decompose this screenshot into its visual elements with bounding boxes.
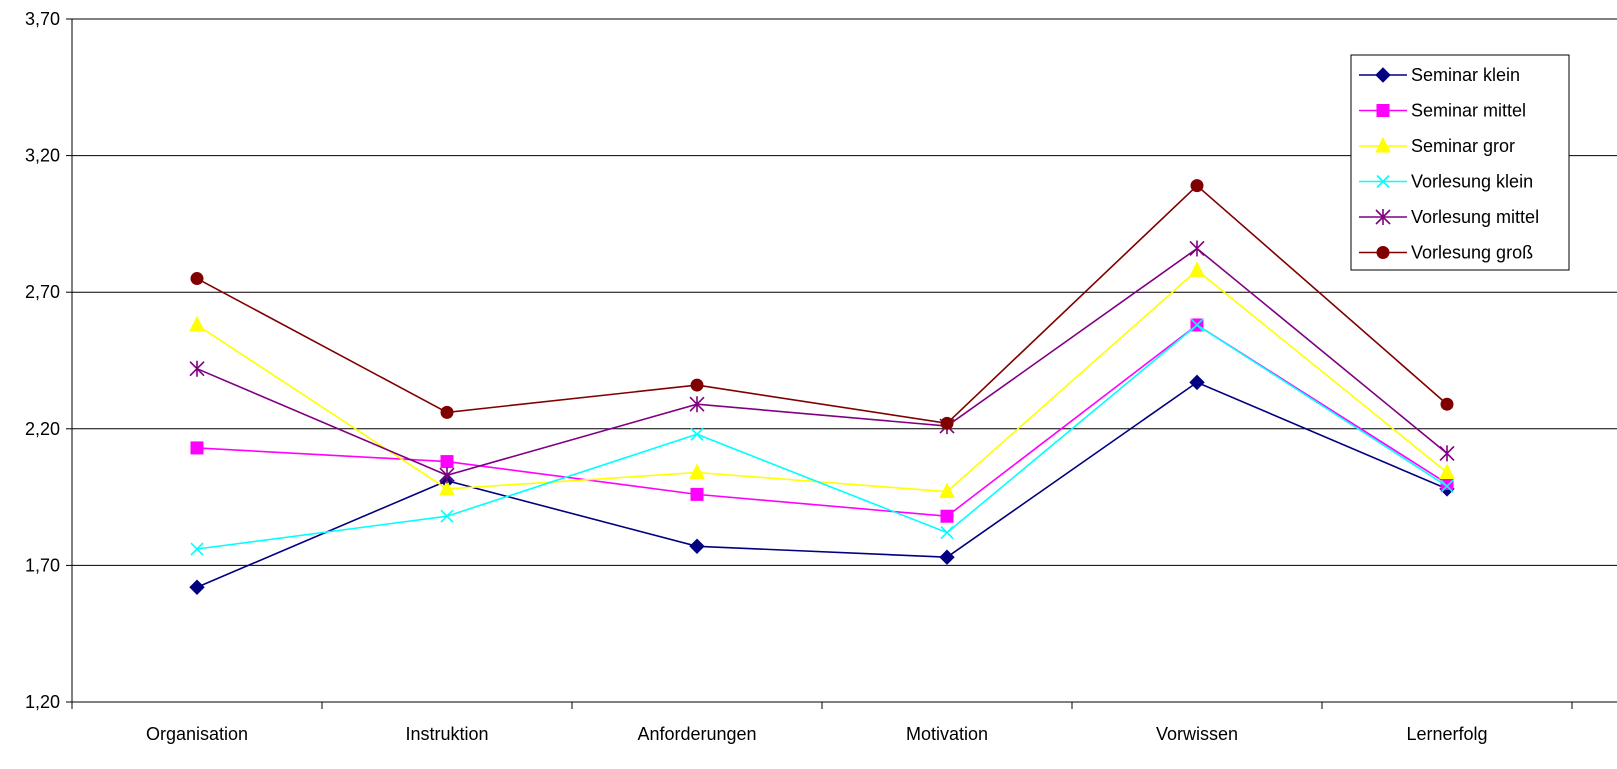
x-tick-label: Lernerfolg (1406, 724, 1487, 744)
series-4 (190, 318, 1454, 556)
series-2 (190, 318, 1454, 523)
y-tick-label: 3,20 (25, 146, 60, 166)
data-point (1190, 318, 1204, 332)
data-point (189, 579, 205, 595)
data-point (440, 455, 454, 469)
data-point (1190, 179, 1204, 193)
legend-label: Seminar mittel (1411, 101, 1526, 121)
legend-marker (1376, 174, 1390, 189)
data-point (1440, 397, 1454, 411)
data-point (440, 509, 454, 523)
series-5 (189, 240, 1455, 484)
series-line (196, 247, 1448, 477)
data-point (440, 405, 454, 419)
data-point (189, 315, 205, 332)
x-tick-label: Anforderungen (637, 724, 756, 744)
x-tick-label: Organisation (146, 724, 248, 744)
series-line (196, 269, 1448, 493)
data-point (940, 509, 954, 523)
data-point (1189, 240, 1205, 257)
data-point (689, 463, 705, 480)
y-tick-label: 1,20 (25, 692, 60, 712)
series-line (196, 381, 1448, 588)
legend-label: Vorlesung mittel (1411, 207, 1539, 227)
series-line (196, 324, 1448, 518)
data-point (190, 272, 204, 286)
legend-item: Vorlesung klein (1359, 172, 1533, 192)
legend-label: Seminar gror (1411, 136, 1515, 156)
data-point (940, 526, 954, 540)
data-point (939, 549, 955, 565)
data-point (940, 416, 954, 430)
series-group (189, 179, 1455, 595)
legend-marker (1376, 246, 1390, 259)
data-point (690, 427, 704, 441)
data-point (189, 360, 205, 377)
y-tick-label: 2,20 (25, 419, 60, 439)
series-line (196, 184, 1448, 425)
legend-label: Seminar klein (1411, 65, 1520, 85)
data-point (939, 482, 955, 499)
legend-marker (1375, 136, 1391, 153)
series-3 (189, 261, 1455, 499)
legend-item: Seminar mittel (1359, 101, 1526, 121)
data-point (1189, 374, 1205, 391)
axes (71, 19, 1617, 703)
y-tick-label: 3,70 (25, 9, 60, 29)
data-point (689, 396, 705, 413)
data-point (1189, 261, 1205, 277)
data-point (190, 542, 204, 556)
y-tick-label: 1,70 (25, 555, 60, 575)
x-tick-label: Vorwissen (1156, 724, 1238, 744)
x-axis-ticks: Organisation Instruktion Anforderungen Moti… (71, 702, 1573, 744)
x-tick-label: Instruktion (405, 724, 488, 744)
data-point (439, 479, 455, 496)
legend: Seminar klein Seminar mittel Seminar gror V… (1350, 54, 1570, 271)
data-point (190, 441, 204, 455)
series-6 (190, 179, 1454, 430)
data-point (690, 378, 704, 392)
y-axis-ticks: 1,20 1,70 2,20 2,70 3,20 3,70 (25, 9, 72, 712)
data-point (689, 538, 705, 554)
data-point (1439, 463, 1455, 480)
x-tick-label: Motivation (906, 724, 988, 744)
legend-item: Vorlesung mittel (1359, 207, 1539, 227)
series-1 (189, 374, 1455, 595)
legend-label: Vorlesung groß (1411, 243, 1533, 263)
data-point (1439, 445, 1455, 462)
data-point (1440, 479, 1454, 493)
legend-marker (1376, 104, 1390, 117)
data-point (439, 467, 455, 484)
legend-label: Vorlesung klein (1411, 172, 1533, 192)
legend-marker (1375, 67, 1391, 83)
legend-marker (1375, 209, 1391, 225)
data-point (690, 487, 704, 501)
legend-item: Seminar gror (1359, 136, 1515, 156)
legend-item: Vorlesung groß (1359, 243, 1533, 263)
legend-item: Seminar klein (1359, 65, 1520, 85)
y-tick-label: 2,70 (25, 282, 60, 302)
legend-box (1350, 54, 1570, 271)
series-line (196, 323, 1448, 550)
